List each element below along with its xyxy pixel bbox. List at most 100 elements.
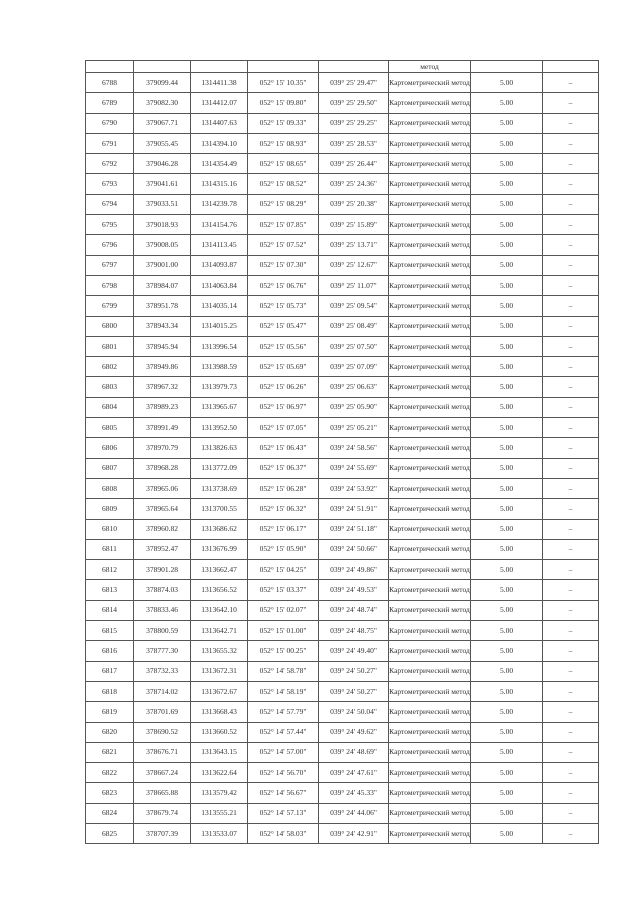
latitude-cell: 052° 15' 06.43": [247, 437, 319, 459]
method-cell: Картометрический метод: [388, 721, 471, 743]
x-coord-cell: 378965.06: [133, 477, 191, 500]
accuracy-cell: 5.00: [470, 132, 543, 155]
x-coord-cell: 379046.28: [133, 153, 191, 175]
latitude-cell: 052° 15' 09.80": [247, 92, 319, 114]
x-coord-cell: 378952.47: [133, 538, 191, 561]
accuracy-cell: 5.00: [470, 193, 543, 216]
point-number-cell: 6805: [85, 417, 134, 439]
table-row: 6805 378991.49 1313952.50 052° 15' 07.05" 03…: [85, 417, 599, 439]
latitude-cell: 052° 15' 07.52": [247, 234, 319, 256]
accuracy-cell: 5.00: [470, 92, 543, 114]
note-cell: –: [542, 538, 599, 561]
accuracy-cell: 5.00: [470, 295, 543, 317]
y-coord-cell: 1314354.49: [190, 153, 248, 175]
longitude-cell: 039° 24' 44.06": [318, 802, 389, 824]
latitude-cell: 052° 15' 06.97": [247, 396, 319, 419]
longitude-cell: 039° 25' 07.09": [318, 356, 389, 378]
table-row: 6795 379018.93 1314154.76 052° 15' 07.85" 03…: [85, 214, 599, 236]
note-cell: –: [542, 132, 599, 155]
method-cell: Картометрический метод: [388, 538, 471, 561]
latitude-cell: 052° 14' 56.67": [247, 782, 319, 804]
method-cell: Картометрический метод: [388, 396, 471, 419]
longitude-cell: 039° 24' 50.04": [318, 701, 389, 723]
longitude-cell: 039° 24' 45.33": [318, 782, 389, 804]
x-coord-cell: 379082.30: [133, 92, 191, 114]
y-coord-cell: 1314407.63: [190, 112, 248, 134]
point-number-cell: 6790: [85, 112, 134, 134]
table-row: 6793 379041.61 1314315.16 052° 15' 08.52" 03…: [85, 173, 599, 195]
point-number-cell: 6800: [85, 315, 134, 337]
accuracy-cell: 5.00: [470, 396, 543, 419]
y-coord-cell: 1314412.07: [190, 92, 248, 114]
y-coord-cell: 1314015.25: [190, 315, 248, 337]
note-cell: –: [542, 335, 599, 358]
latitude-cell: 052° 15' 05.90": [247, 538, 319, 561]
latitude-cell: 052° 14' 57.00": [247, 741, 319, 764]
y-coord-cell: 1313672.67: [190, 680, 248, 703]
table-row: 6818 378714.02 1313672.67 052° 14' 58.19" 03…: [85, 680, 599, 703]
longitude-cell: 039° 25' 08.49": [318, 315, 389, 337]
latitude-cell: 052° 15' 06.32": [247, 498, 319, 520]
longitude-cell: 039° 24' 42.91": [318, 822, 389, 845]
x-coord-cell: 378707.39: [133, 822, 191, 845]
accuracy-cell: 5.00: [470, 701, 543, 723]
accuracy-cell: 5.00: [470, 477, 543, 500]
method-cell: Картометрический метод: [388, 660, 471, 682]
point-number-cell: 6818: [85, 680, 134, 703]
accuracy-cell: 5.00: [470, 741, 543, 764]
note-cell: –: [542, 741, 599, 764]
x-coord-cell: 378970.79: [133, 437, 191, 459]
point-number-cell: 6822: [85, 762, 134, 784]
table-row: 6817 378732.33 1313672.31 052° 14' 58.78" 03…: [85, 660, 599, 682]
x-coord-cell: 379018.93: [133, 214, 191, 236]
accuracy-cell: 5.00: [470, 335, 543, 358]
point-number-cell: 6799: [85, 295, 134, 317]
table-row: 6825 378707.39 1313533.07 052° 14' 58.03" 03…: [85, 822, 599, 845]
x-coord-cell: 378968.28: [133, 457, 191, 479]
method-cell: Картометрический метод: [388, 782, 471, 804]
longitude-cell: 039° 24' 49.53": [318, 579, 389, 601]
longitude-cell: 039° 24' 49.62": [318, 721, 389, 743]
note-cell: –: [542, 234, 599, 256]
y-coord-cell: 1313555.21: [190, 802, 248, 824]
longitude-cell: 039° 25' 13.71": [318, 234, 389, 256]
note-cell: –: [542, 254, 599, 276]
longitude-cell: 039° 24' 49.86": [318, 559, 389, 581]
x-coord-cell: 378901.28: [133, 559, 191, 581]
longitude-cell: 039° 24' 48.74": [318, 599, 389, 622]
longitude-cell: 039° 24' 48.69": [318, 741, 389, 764]
latitude-cell: 052° 15' 05.56": [247, 335, 319, 358]
longitude-cell: 039° 24' 51.18": [318, 518, 389, 540]
x-coord-cell: 378960.82: [133, 518, 191, 540]
point-number-cell: 6801: [85, 335, 134, 358]
accuracy-cell: 5.00: [470, 538, 543, 561]
method-cell: Картометрический метод: [388, 762, 471, 784]
accuracy-cell: 5.00: [470, 680, 543, 703]
note-cell: –: [542, 396, 599, 419]
latitude-cell: 052° 15' 07.85": [247, 214, 319, 236]
latitude-cell: 052° 14' 58.78": [247, 660, 319, 682]
y-coord-cell: 1313668.43: [190, 701, 248, 723]
x-coord-cell: 378714.02: [133, 680, 191, 703]
note-cell: –: [542, 295, 599, 317]
latitude-cell: 052° 15' 05.47": [247, 315, 319, 337]
note-cell: –: [542, 579, 599, 601]
accuracy-cell: 5.00: [470, 112, 543, 134]
table-row: 6812 378901.28 1313662.47 052° 15' 04.25" 03…: [85, 559, 599, 581]
latitude-cell: 052° 15' 06.28": [247, 477, 319, 500]
coordinates-table: метод 6788 379099.44 1314411.38 052° 15' 10…: [85, 60, 599, 845]
y-coord-cell: 1313996.54: [190, 335, 248, 358]
note-cell: –: [542, 762, 599, 784]
table-row: 6820 378690.52 1313660.52 052° 14' 57.44" 03…: [85, 721, 599, 743]
table-row: 6806 378970.79 1313826.63 052° 15' 06.43" 03…: [85, 437, 599, 459]
note-cell: –: [542, 559, 599, 581]
method-cell: Картометрический метод: [388, 518, 471, 540]
x-coord-cell: 378833.46: [133, 599, 191, 622]
latitude-cell: 052° 15' 09.33": [247, 112, 319, 134]
note-cell: –: [542, 457, 599, 479]
point-number-cell: 6816: [85, 640, 134, 662]
x-coord-cell: 378967.32: [133, 376, 191, 398]
y-coord-cell: 1313700.55: [190, 498, 248, 520]
x-coord-cell: 378943.34: [133, 315, 191, 337]
y-coord-cell: 1314394.10: [190, 132, 248, 155]
